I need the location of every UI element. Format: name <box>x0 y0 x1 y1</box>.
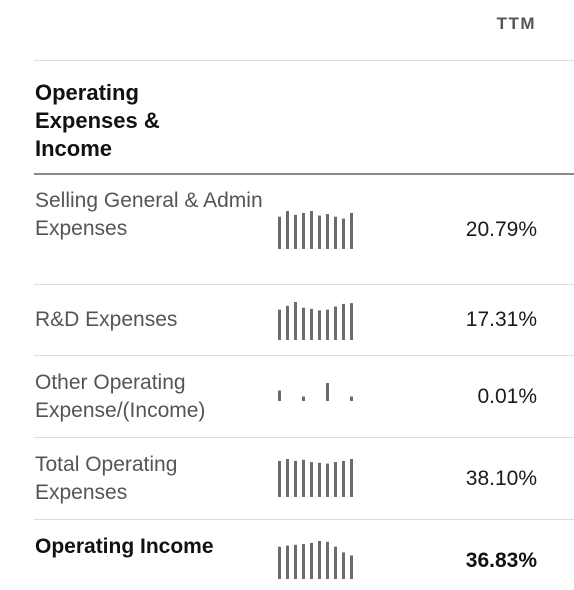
sparkline-chart <box>278 383 353 401</box>
sparkline-bar <box>350 212 353 249</box>
section-title: Operating Expenses & Income <box>35 80 160 161</box>
sparkline-bar <box>302 396 305 401</box>
row-value: 0.01% <box>477 385 537 408</box>
sparkline-bar <box>286 459 289 497</box>
sparkline-chart <box>278 459 353 497</box>
row-label: Other Operating Expense/(Income) <box>35 371 206 422</box>
sparkline-bar <box>278 216 281 249</box>
sparkline-bar <box>310 462 313 497</box>
sparkline-bar <box>318 541 321 579</box>
sparkline-bar <box>350 459 353 497</box>
section-divider <box>34 173 574 175</box>
sparkline-bar <box>294 460 297 497</box>
sparkline-bar <box>326 214 329 249</box>
column-header-ttm: TTM <box>496 14 536 33</box>
sparkline-bar <box>326 463 329 497</box>
sparkline-bar <box>278 309 281 340</box>
sparkline-chart <box>278 541 353 579</box>
sparkline-bar <box>286 545 289 579</box>
sparkline-bar <box>350 555 353 579</box>
sparkline-bar <box>318 462 321 497</box>
sparkline-bar <box>278 390 281 401</box>
row-value: 20.79% <box>465 218 537 241</box>
row-value: 17.31% <box>465 308 537 331</box>
sparkline-bar <box>334 216 337 249</box>
sparkline-bar <box>294 302 297 340</box>
divider <box>34 284 574 285</box>
sparkline-bar <box>302 212 305 249</box>
sparkline-bar <box>294 214 297 249</box>
sparkline-bar <box>342 460 345 497</box>
sparkline-bar <box>350 303 353 340</box>
sparkline-bar <box>342 303 345 340</box>
divider <box>34 355 574 356</box>
row-value: 36.83% <box>465 549 537 572</box>
sparkline-bar <box>326 383 329 401</box>
divider <box>34 519 574 520</box>
sparkline-bar <box>326 309 329 340</box>
sparkline-bar <box>310 308 313 340</box>
sparkline-bar <box>310 211 313 249</box>
sparkline-bar <box>318 215 321 249</box>
sparkline-bar <box>342 218 345 249</box>
sparkline-bar <box>302 307 305 340</box>
divider <box>34 60 574 61</box>
sparkline-bar <box>310 542 313 579</box>
sparkline-bar <box>334 306 337 340</box>
sparkline-chart <box>278 211 353 249</box>
sparkline-bar <box>334 462 337 497</box>
sparkline-bar <box>294 544 297 579</box>
row-label: Total Operating Expenses <box>35 453 178 504</box>
divider <box>34 437 574 438</box>
sparkline-bar <box>318 310 321 340</box>
sparkline-bar <box>286 305 289 340</box>
sparkline-bar <box>302 544 305 579</box>
row-label: Selling General & Admin Expenses <box>35 189 263 240</box>
sparkline-bar <box>342 552 345 579</box>
sparkline-bar <box>286 211 289 249</box>
row-label: R&D Expenses <box>35 308 178 331</box>
sparkline-bar <box>302 459 305 497</box>
sparkline-bar <box>278 460 281 497</box>
row-value: 38.10% <box>465 467 537 490</box>
sparkline-bar <box>326 541 329 579</box>
sparkline-bar <box>278 546 281 579</box>
sparkline-bar <box>334 546 337 579</box>
sparkline-chart <box>278 302 353 340</box>
sparkline-bar <box>350 396 353 401</box>
row-label: Operating Income <box>35 535 214 558</box>
